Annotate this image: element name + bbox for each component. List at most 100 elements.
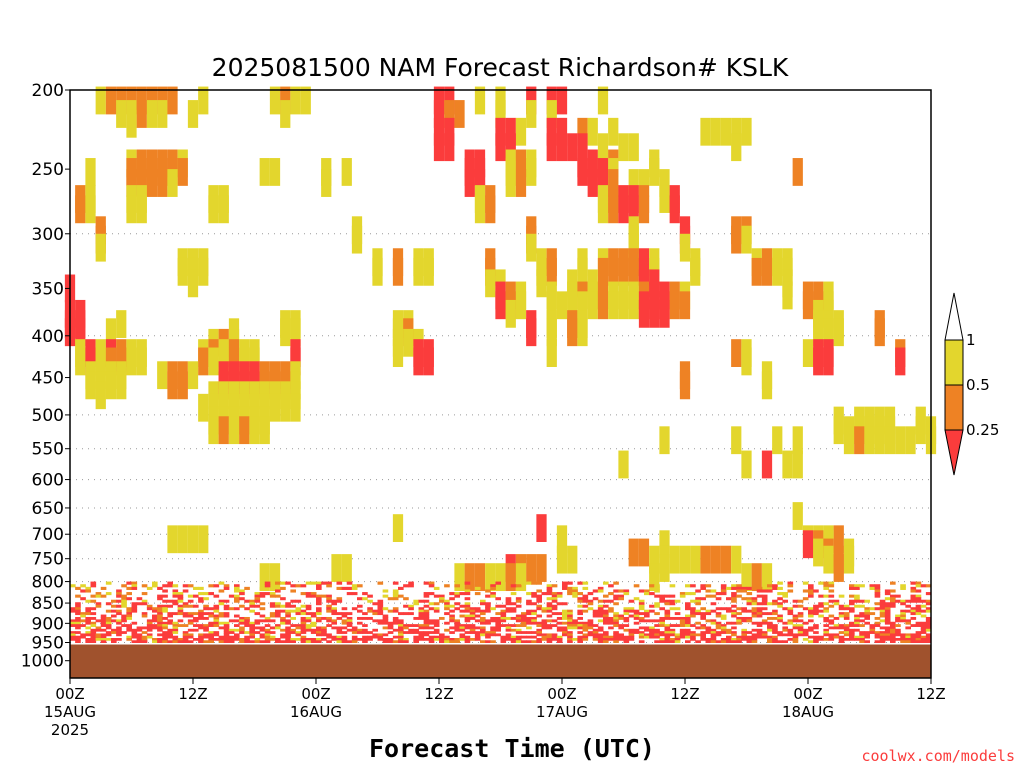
boundary-layer-cell xyxy=(198,614,204,618)
boundary-layer-cell xyxy=(746,602,753,606)
boundary-layer-cell xyxy=(884,631,891,634)
boundary-layer-cell xyxy=(377,612,384,616)
boundary-layer-cell xyxy=(644,592,650,596)
boundary-layer-cell xyxy=(80,614,86,618)
boundary-layer-cell xyxy=(80,597,86,601)
boundary-layer-cell xyxy=(843,633,850,637)
boundary-layer-cell xyxy=(767,626,773,630)
boundary-layer-cell xyxy=(510,616,517,620)
boundary-layer-cell xyxy=(695,626,701,630)
boundary-layer-cell xyxy=(403,604,409,608)
boundary-layer-cell xyxy=(469,628,476,632)
boundary-layer-cell xyxy=(182,614,189,618)
boundary-layer-cell xyxy=(213,621,220,625)
boundary-layer-cell xyxy=(767,612,773,616)
heatmap-cell xyxy=(433,117,445,146)
boundary-layer-cell xyxy=(890,628,896,632)
boundary-layer-cell xyxy=(357,584,363,588)
boundary-layer-cell xyxy=(280,586,286,590)
boundary-layer-cell xyxy=(95,633,102,637)
boundary-layer-cell xyxy=(797,624,804,627)
boundary-layer-cell xyxy=(510,609,517,613)
boundary-layer-cell xyxy=(162,626,168,630)
boundary-layer-cell xyxy=(310,592,317,596)
boundary-layer-cell xyxy=(761,599,768,603)
heatmap-cell xyxy=(669,195,680,224)
boundary-layer-cell xyxy=(685,607,691,611)
boundary-layer-cell xyxy=(797,604,804,608)
boundary-layer-cell xyxy=(551,638,558,641)
boundary-layer-cell xyxy=(720,607,727,611)
boundary-layer-cell xyxy=(203,628,209,632)
boundary-layer-cell xyxy=(249,621,255,625)
heatmap-cell xyxy=(628,291,639,320)
boundary-layer-cell xyxy=(746,619,753,623)
boundary-layer-cell xyxy=(454,619,460,623)
heatmap-cell xyxy=(536,269,547,298)
boundary-layer-cell xyxy=(152,640,158,644)
boundary-layer-cell xyxy=(280,609,286,613)
boundary-layer-cell xyxy=(413,628,419,632)
boundary-layer-cell xyxy=(515,597,522,601)
boundary-layer-cell xyxy=(126,628,132,632)
boundary-layer-cell xyxy=(362,631,368,634)
boundary-layer-cell xyxy=(244,621,250,625)
boundary-layer-cell xyxy=(915,633,922,637)
y-tick-label: 300 xyxy=(32,225,64,245)
boundary-layer-cell xyxy=(536,628,542,632)
heatmap-cell xyxy=(761,257,773,286)
boundary-layer-cell xyxy=(505,635,512,639)
heatmap-cell xyxy=(526,158,537,186)
boundary-layer-cell xyxy=(628,635,635,639)
boundary-layer-cell xyxy=(884,597,891,601)
boundary-layer-cell xyxy=(623,638,630,641)
heatmap-cell xyxy=(536,514,547,542)
boundary-layer-cell xyxy=(833,635,840,639)
boundary-layer-cell xyxy=(249,633,255,637)
boundary-layer-cell xyxy=(249,635,255,639)
boundary-layer-cell xyxy=(562,581,568,585)
boundary-layer-cell xyxy=(582,581,589,585)
boundary-layer-cell xyxy=(157,619,163,623)
heatmap-cell xyxy=(649,545,660,574)
heatmap-cells xyxy=(64,86,937,592)
boundary-layer-cell xyxy=(751,633,758,637)
boundary-layer-cell xyxy=(469,614,476,618)
boundary-layer-cell xyxy=(474,635,481,639)
boundary-layer-cell xyxy=(182,604,189,608)
boundary-layer-cell xyxy=(884,602,891,606)
boundary-layer-cell xyxy=(531,602,537,606)
heatmap-cell xyxy=(597,291,609,320)
boundary-layer-cell xyxy=(275,640,281,644)
boundary-layer-cell xyxy=(572,619,578,623)
boundary-layer-cell xyxy=(121,584,127,588)
credit-text[interactable]: coolwx.com/models xyxy=(861,747,1015,765)
boundary-layer-cell xyxy=(480,626,486,630)
heatmap-cell xyxy=(474,195,486,224)
boundary-layer-cell xyxy=(510,638,517,641)
boundary-layer-cell xyxy=(572,626,578,630)
boundary-layer-cell xyxy=(613,612,619,616)
boundary-layer-cell xyxy=(603,633,609,637)
boundary-layer-cell xyxy=(439,597,445,601)
boundary-layer-cell xyxy=(433,638,440,641)
boundary-layer-cell xyxy=(802,597,809,601)
boundary-layer-cell xyxy=(141,638,148,641)
boundary-layer-cell xyxy=(808,609,814,613)
boundary-layer-cell xyxy=(521,619,527,623)
boundary-layer-cell xyxy=(828,621,835,625)
boundary-layer-cell xyxy=(603,614,609,618)
boundary-layer-cell xyxy=(654,640,660,644)
boundary-layer-cell xyxy=(146,604,153,608)
boundary-layer-cell xyxy=(213,614,220,618)
boundary-layer-cell xyxy=(910,594,917,598)
boundary-layer-cell xyxy=(587,607,594,611)
boundary-layer-cell xyxy=(700,616,706,620)
boundary-layer-cell xyxy=(336,586,343,590)
heatmap-cell xyxy=(392,339,404,367)
boundary-layer-cell xyxy=(331,607,337,611)
boundary-layer-cell xyxy=(480,640,486,644)
boundary-layer-cell xyxy=(285,609,291,613)
boundary-layer-cell xyxy=(351,640,358,644)
boundary-layer-cell xyxy=(275,609,281,613)
